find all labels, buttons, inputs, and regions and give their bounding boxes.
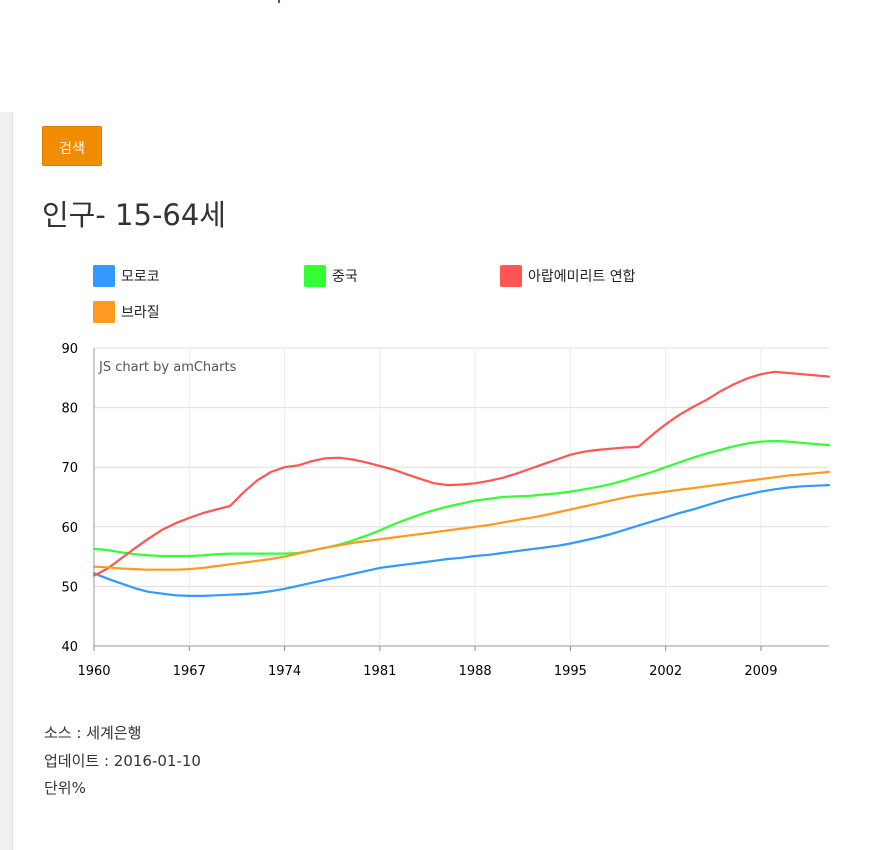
- x-tick-label: 1974: [268, 664, 301, 679]
- x-tick-label: 1967: [173, 664, 206, 679]
- x-tick-label: 1960: [77, 664, 110, 679]
- legend-item-brazil[interactable]: 브라질: [93, 301, 160, 323]
- legend-item-morocco[interactable]: 모로코: [93, 265, 160, 287]
- x-tick-label: 1981: [363, 664, 396, 679]
- page-title: 인구- 15-64세: [42, 198, 226, 232]
- footer-updated: 업데이트 : 2016-01-10: [44, 752, 201, 770]
- legend-label: 중국: [332, 269, 358, 285]
- footer-source: 소스 : 세계은행: [44, 724, 142, 742]
- y-tick-label: 70: [61, 461, 78, 476]
- footer-unit: 단위%: [44, 779, 86, 797]
- series-line-1: [92, 439, 831, 558]
- y-tick-label: 40: [61, 640, 78, 655]
- legend-swatch-morocco: [93, 265, 115, 287]
- legend-swatch-brazil: [93, 301, 115, 323]
- search-button[interactable]: 검색: [42, 126, 102, 166]
- series-line-0: [92, 484, 831, 598]
- x-tick-label: 2002: [649, 664, 682, 679]
- series-line-2: [92, 370, 831, 577]
- header-mark: [278, 0, 280, 3]
- x-tick-label: 1995: [554, 664, 587, 679]
- y-tick-label: 80: [61, 402, 78, 417]
- legend-swatch-china: [304, 265, 326, 287]
- x-tick-label: 2009: [744, 664, 777, 679]
- x-tick-label: 1988: [459, 664, 492, 679]
- legend-label: 모로코: [121, 269, 160, 285]
- y-tick-label: 60: [61, 521, 78, 536]
- legend-item-uae[interactable]: 아랍에미리트 연합: [500, 265, 636, 287]
- legend-label: 아랍에미리트 연합: [528, 269, 636, 285]
- y-tick-label: 50: [61, 580, 78, 595]
- left-rail: [0, 112, 13, 850]
- series-line-3: [92, 470, 831, 571]
- y-tick-label: 90: [61, 342, 78, 357]
- legend-label: 브라질: [121, 305, 160, 321]
- legend-item-china[interactable]: 중국: [304, 265, 358, 287]
- chart-credit[interactable]: JS chart by amCharts: [99, 360, 237, 375]
- legend-swatch-uae: [500, 265, 522, 287]
